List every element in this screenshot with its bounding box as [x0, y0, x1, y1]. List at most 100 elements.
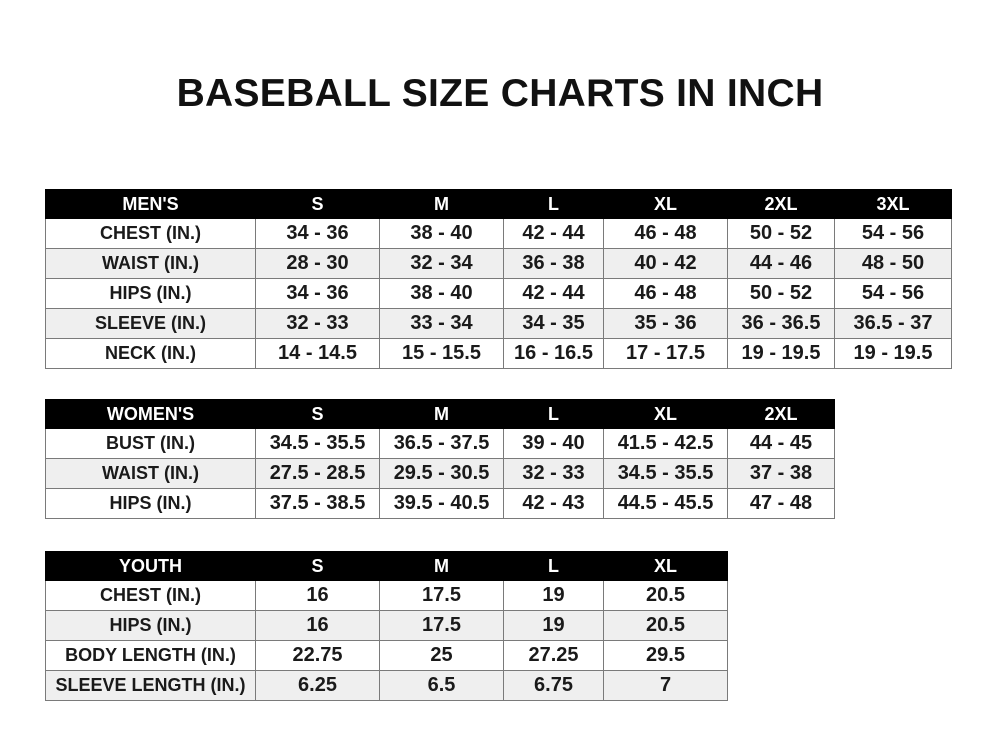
table-cell: 36 - 38: [503, 248, 604, 279]
size-header: L: [503, 189, 604, 219]
size-header: L: [503, 399, 604, 429]
table-cell: 19: [503, 610, 604, 641]
table-cell: 16: [255, 580, 380, 611]
table-cell: 20.5: [603, 610, 728, 641]
table-row: WAIST (IN.) 27.5 - 28.5 29.5 - 30.5 32 - 33…: [45, 458, 835, 489]
table-row: SLEEVE LENGTH (IN.) 6.25 6.5 6.75 7: [45, 670, 728, 701]
size-header: XL: [603, 399, 728, 429]
table-row: BUST (IN.) 34.5 - 35.5 36.5 - 37.5 39 - 40 4…: [45, 428, 835, 459]
table-cell: 38 - 40: [379, 218, 504, 249]
table-cell: 7: [603, 670, 728, 701]
row-label: WAIST (IN.): [45, 248, 256, 279]
table-cell: 33 - 34: [379, 308, 504, 339]
table-header-label: WOMEN'S: [45, 399, 256, 429]
size-header: M: [379, 189, 504, 219]
size-header: 3XL: [834, 189, 952, 219]
table-cell: 16: [255, 610, 380, 641]
page-title: BASEBALL SIZE CHARTS IN INCH: [176, 72, 824, 115]
table-row: HIPS (IN.) 16 17.5 19 20.5: [45, 610, 728, 641]
size-header: S: [255, 551, 380, 581]
table-row: HIPS (IN.) 37.5 - 38.5 39.5 - 40.5 42 - 43 4…: [45, 488, 835, 519]
row-label: HIPS (IN.): [45, 488, 256, 519]
table-cell: 6.5: [379, 670, 504, 701]
table-cell: 6.25: [255, 670, 380, 701]
table-cell: 44.5 - 45.5: [603, 488, 728, 519]
table-cell: 35 - 36: [603, 308, 728, 339]
table-cell: 15 - 15.5: [379, 338, 504, 369]
table-cell: 29.5: [603, 640, 728, 671]
table-cell: 54 - 56: [834, 218, 952, 249]
table-cell: 34.5 - 35.5: [603, 458, 728, 489]
table-row: NECK (IN.) 14 - 14.5 15 - 15.5 16 - 16.5 17 …: [45, 338, 952, 369]
table-cell: 17.5: [379, 610, 504, 641]
table-cell: 46 - 48: [603, 278, 728, 309]
table-cell: 25: [379, 640, 504, 671]
size-header: S: [255, 189, 380, 219]
header-row: YOUTH S M L XL: [45, 551, 728, 581]
header-row: WOMEN'S S M L XL 2XL: [45, 399, 835, 429]
table-cell: 54 - 56: [834, 278, 952, 309]
table-cell: 39 - 40: [503, 428, 604, 459]
header-row: MEN'S S M L XL 2XL 3XL: [45, 189, 952, 219]
size-header: 2XL: [727, 189, 835, 219]
row-label: SLEEVE LENGTH (IN.): [45, 670, 256, 701]
table-cell: 27.5 - 28.5: [255, 458, 380, 489]
table-cell: 39.5 - 40.5: [379, 488, 504, 519]
table-cell: 34 - 36: [255, 278, 380, 309]
table-cell: 40 - 42: [603, 248, 728, 279]
table-row: WAIST (IN.) 28 - 30 32 - 34 36 - 38 40 - 42 4…: [45, 248, 952, 279]
row-label: CHEST (IN.): [45, 580, 256, 611]
size-header: L: [503, 551, 604, 581]
row-label: BUST (IN.): [45, 428, 256, 459]
table-cell: 42 - 44: [503, 218, 604, 249]
table-cell: 32 - 33: [503, 458, 604, 489]
table-cell: 37.5 - 38.5: [255, 488, 380, 519]
table-cell: 17 - 17.5: [603, 338, 728, 369]
table-cell: 32 - 34: [379, 248, 504, 279]
table-row: SLEEVE (IN.) 32 - 33 33 - 34 34 - 35 35 - 36…: [45, 308, 952, 339]
size-header: 2XL: [727, 399, 835, 429]
table-cell: 36.5 - 37.5: [379, 428, 504, 459]
table-row: CHEST (IN.) 16 17.5 19 20.5: [45, 580, 728, 611]
table-cell: 36.5 - 37: [834, 308, 952, 339]
row-label: BODY LENGTH (IN.): [45, 640, 256, 671]
table-cell: 34 - 35: [503, 308, 604, 339]
table-cell: 28 - 30: [255, 248, 380, 279]
table-cell: 48 - 50: [834, 248, 952, 279]
mens-size-table: MEN'S S M L XL 2XL 3XL CHEST (IN.) 34 - 36 38 - 4…: [45, 189, 952, 369]
table-cell: 41.5 - 42.5: [603, 428, 728, 459]
table-header-label: MEN'S: [45, 189, 256, 219]
size-header: S: [255, 399, 380, 429]
table-cell: 42 - 43: [503, 488, 604, 519]
table-cell: 16 - 16.5: [503, 338, 604, 369]
size-header: XL: [603, 551, 728, 581]
row-label: HIPS (IN.): [45, 610, 256, 641]
table-cell: 37 - 38: [727, 458, 835, 489]
table-row: BODY LENGTH (IN.) 22.75 25 27.25 29.5: [45, 640, 728, 671]
table-cell: 27.25: [503, 640, 604, 671]
row-label: WAIST (IN.): [45, 458, 256, 489]
table-cell: 34 - 36: [255, 218, 380, 249]
womens-size-table: WOMEN'S S M L XL 2XL BUST (IN.) 34.5 - 35.5 36.5…: [45, 399, 835, 519]
table-cell: 44 - 46: [727, 248, 835, 279]
table-cell: 19: [503, 580, 604, 611]
size-header: M: [379, 399, 504, 429]
row-label: CHEST (IN.): [45, 218, 256, 249]
table-cell: 29.5 - 30.5: [379, 458, 504, 489]
table-row: CHEST (IN.) 34 - 36 38 - 40 42 - 44 46 - 48 5…: [45, 218, 952, 249]
table-header-label: YOUTH: [45, 551, 256, 581]
table-cell: 20.5: [603, 580, 728, 611]
size-header: XL: [603, 189, 728, 219]
table-cell: 6.75: [503, 670, 604, 701]
row-label: SLEEVE (IN.): [45, 308, 256, 339]
size-header: M: [379, 551, 504, 581]
table-cell: 38 - 40: [379, 278, 504, 309]
table-cell: 14 - 14.5: [255, 338, 380, 369]
table-cell: 50 - 52: [727, 278, 835, 309]
table-cell: 19 - 19.5: [834, 338, 952, 369]
table-cell: 19 - 19.5: [727, 338, 835, 369]
table-cell: 22.75: [255, 640, 380, 671]
table-row: HIPS (IN.) 34 - 36 38 - 40 42 - 44 46 - 48 50…: [45, 278, 952, 309]
row-label: HIPS (IN.): [45, 278, 256, 309]
table-cell: 47 - 48: [727, 488, 835, 519]
